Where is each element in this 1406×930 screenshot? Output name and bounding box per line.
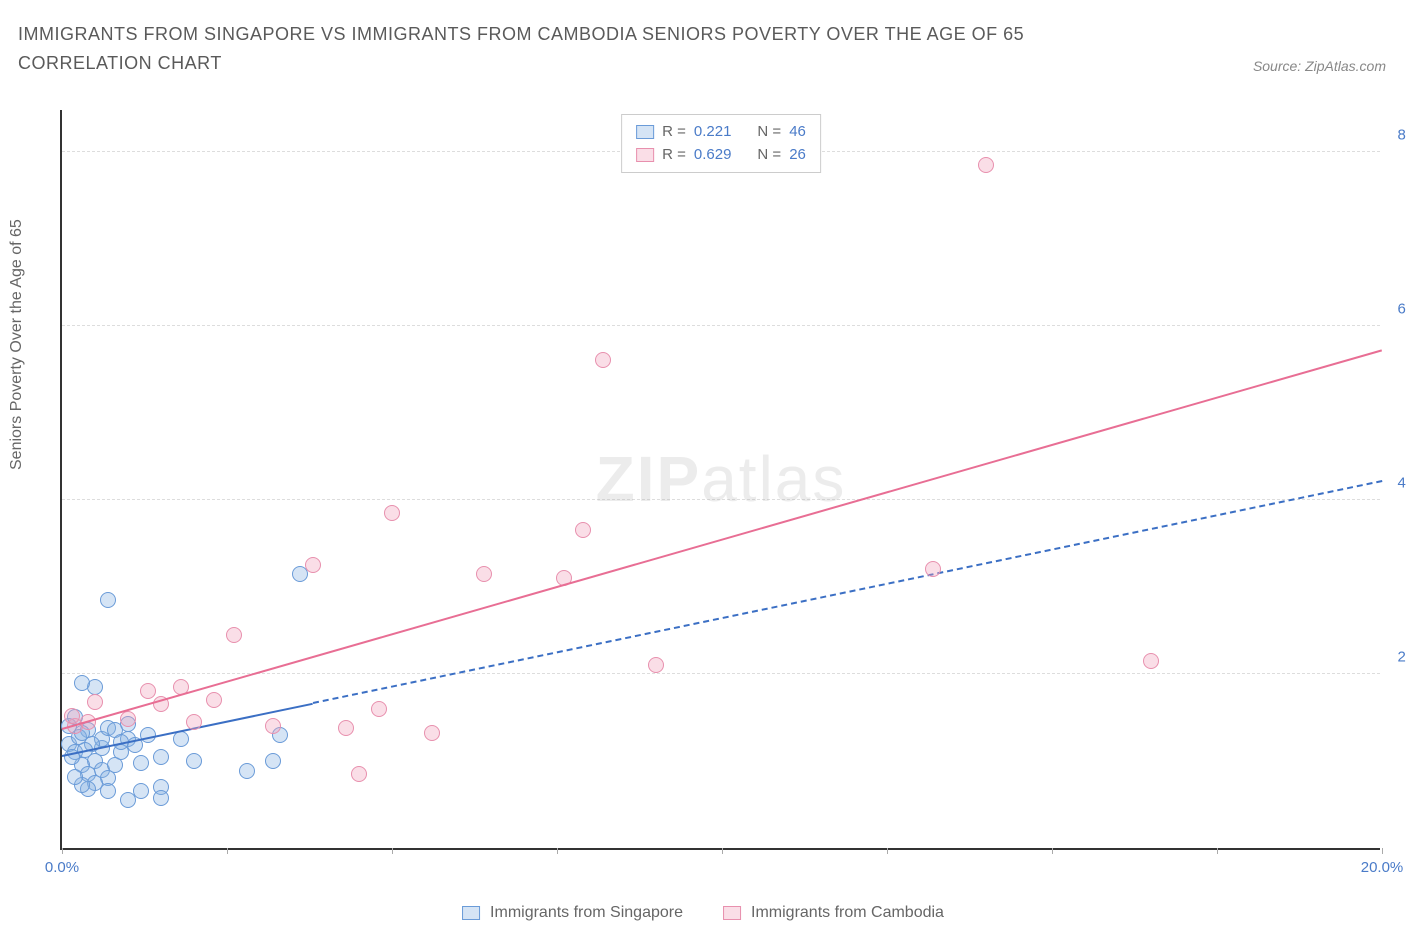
legend-n-label: N =: [757, 144, 781, 167]
scatter-point: [351, 766, 367, 782]
scatter-point: [100, 592, 116, 608]
legend-swatch: [636, 125, 654, 139]
legend-stat-row: R = 0.629 N = 26: [636, 144, 806, 167]
x-tick: [557, 848, 558, 854]
scatter-point: [371, 701, 387, 717]
scatter-point: [120, 711, 136, 727]
scatter-point: [239, 763, 255, 779]
legend-stat-row: R = 0.221 N = 46: [636, 121, 806, 144]
legend-series-item: Immigrants from Singapore: [462, 904, 683, 922]
legend-series-label: Immigrants from Cambodia: [751, 904, 944, 922]
scatter-point: [424, 725, 440, 741]
scatter-point: [226, 627, 242, 643]
scatter-point: [384, 505, 400, 521]
trend-line-extension: [313, 480, 1383, 704]
scatter-point: [173, 731, 189, 747]
watermark: ZIPatlas: [596, 442, 847, 516]
legend-swatch: [636, 148, 654, 162]
x-tick: [887, 848, 888, 854]
scatter-point: [575, 522, 591, 538]
legend-swatch: [723, 906, 741, 920]
scatter-point: [1143, 653, 1159, 669]
scatter-point: [265, 718, 281, 734]
x-tick: [62, 848, 63, 854]
legend-n-value: 46: [789, 121, 806, 144]
watermark-bold: ZIP: [596, 443, 702, 515]
scatter-point: [978, 157, 994, 173]
scatter-point: [305, 557, 321, 573]
legend-n-label: N =: [757, 121, 781, 144]
scatter-point: [153, 749, 169, 765]
scatter-point: [476, 566, 492, 582]
y-axis-label: Seniors Poverty Over the Age of 65: [8, 219, 26, 470]
scatter-point: [925, 561, 941, 577]
y-tick-label: 60.0%: [1397, 300, 1406, 317]
chart-title: IMMIGRANTS FROM SINGAPORE VS IMMIGRANTS …: [18, 20, 1118, 78]
scatter-point: [186, 753, 202, 769]
scatter-point: [186, 714, 202, 730]
scatter-point: [153, 790, 169, 806]
legend-stats-box: R = 0.221 N = 46 R = 0.629 N = 26: [621, 114, 821, 173]
scatter-point: [265, 753, 281, 769]
legend-swatch: [462, 906, 480, 920]
scatter-point: [64, 708, 80, 724]
scatter-point: [120, 792, 136, 808]
legend-n-value: 26: [789, 144, 806, 167]
legend-r-label: R =: [662, 144, 686, 167]
legend-series-item: Immigrants from Cambodia: [723, 904, 944, 922]
x-tick: [227, 848, 228, 854]
legend-r-label: R =: [662, 121, 686, 144]
x-tick: [1217, 848, 1218, 854]
chart-area: ZIPatlas R =0.221N =46R =0.629N =26 20.0…: [50, 100, 1390, 860]
scatter-point: [87, 694, 103, 710]
watermark-light: atlas: [701, 443, 846, 515]
x-tick: [1052, 848, 1053, 854]
source-attribution: Source: ZipAtlas.com: [1253, 58, 1386, 74]
x-tick-label: 20.0%: [1361, 859, 1404, 876]
y-tick-label: 40.0%: [1397, 474, 1406, 491]
scatter-point: [338, 720, 354, 736]
scatter-point: [67, 769, 83, 785]
scatter-point: [595, 352, 611, 368]
scatter-point: [100, 783, 116, 799]
scatter-point: [140, 683, 156, 699]
x-tick: [392, 848, 393, 854]
scatter-point: [648, 657, 664, 673]
y-tick-label: 80.0%: [1397, 126, 1406, 143]
y-tick-label: 20.0%: [1397, 648, 1406, 665]
x-tick: [722, 848, 723, 854]
legend-r-value: 0.221: [694, 121, 732, 144]
scatter-point: [206, 692, 222, 708]
scatter-point: [133, 755, 149, 771]
gridline-horizontal: [62, 325, 1380, 326]
scatter-plot: ZIPatlas R =0.221N =46R =0.629N =26 20.0…: [60, 110, 1380, 850]
legend-series-label: Immigrants from Singapore: [490, 904, 683, 922]
x-tick-label: 0.0%: [45, 859, 79, 876]
scatter-point: [74, 675, 90, 691]
x-tick: [1382, 848, 1383, 854]
legend-r-value: 0.629: [694, 144, 732, 167]
legend-series: Immigrants from Singapore Immigrants from…: [462, 904, 944, 922]
gridline-horizontal: [62, 499, 1380, 500]
